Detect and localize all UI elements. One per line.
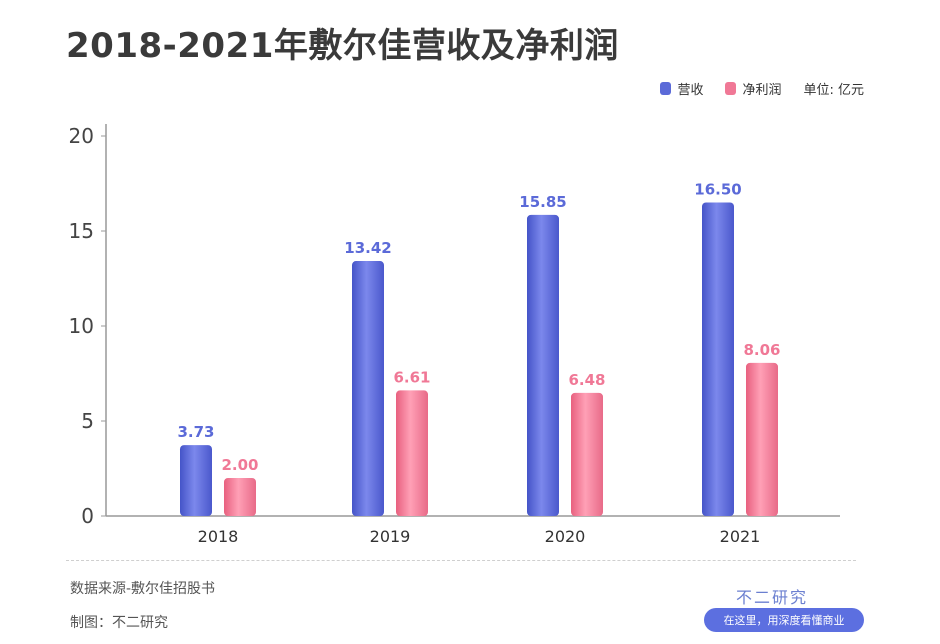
- data-label-revenue: 16.50: [694, 181, 741, 199]
- y-tick-label: 20: [69, 124, 94, 148]
- footer-divider: [66, 560, 856, 561]
- data-label-profit: 2.00: [221, 456, 258, 474]
- x-tick-label: 2018: [198, 527, 239, 546]
- data-label-revenue: 15.85: [519, 193, 566, 211]
- data-label-revenue: 13.42: [344, 239, 391, 257]
- data-label-profit: 6.48: [568, 371, 605, 389]
- bar-profit: [746, 362, 778, 516]
- bar-revenue: [352, 261, 384, 516]
- brand-badge: 在这里，用深度看懂商业: [704, 608, 864, 632]
- x-tick-label: 2019: [370, 527, 411, 546]
- bar-revenue: [180, 445, 212, 516]
- x-tick-label: 2021: [720, 527, 761, 546]
- legend-swatch-profit: [725, 81, 737, 95]
- chart-title: 2018-2021年敷尔佳营收及净利润: [66, 26, 619, 66]
- source-note: 数据来源-敷尔佳招股书: [70, 581, 216, 597]
- bar-profit: [571, 392, 603, 516]
- legend-label-profit: 净利润: [742, 82, 782, 98]
- bar-revenue: [702, 202, 734, 516]
- y-tick-label: 10: [69, 314, 94, 338]
- data-label-profit: 6.61: [393, 368, 430, 386]
- y-tick-label: 5: [81, 409, 94, 433]
- y-tick-label: 0: [81, 504, 94, 528]
- legend-label-revenue: 营收: [677, 82, 704, 98]
- brand-logo-text: 不二研究: [736, 588, 809, 607]
- legend-swatch-revenue: [660, 81, 672, 95]
- bar-profit: [396, 390, 428, 516]
- unit-label: 单位: 亿元: [803, 82, 864, 98]
- y-tick-label: 15: [69, 219, 94, 243]
- bar-profit: [224, 478, 256, 516]
- data-label-revenue: 3.73: [177, 423, 214, 441]
- data-label-profit: 8.06: [743, 341, 780, 359]
- bar-revenue: [527, 214, 559, 516]
- made-by-note: 制图：不二研究: [70, 615, 168, 631]
- chart-legend: 营收 净利润 单位: 亿元: [660, 79, 864, 98]
- x-tick-label: 2020: [545, 527, 586, 546]
